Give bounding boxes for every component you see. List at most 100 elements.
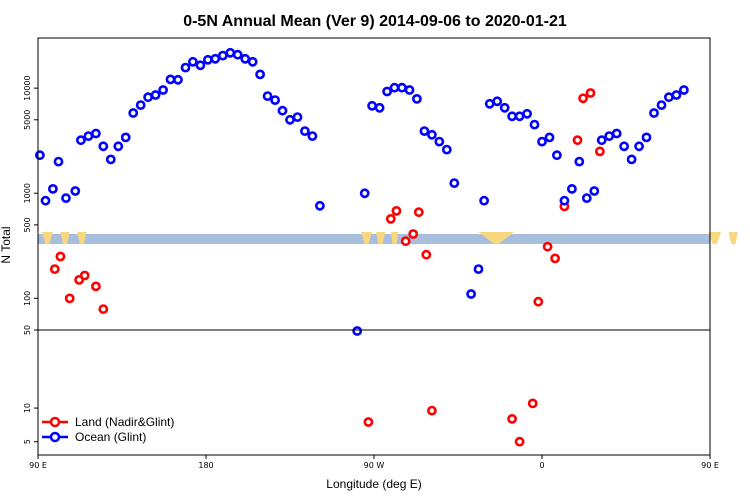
ocean-point-43 — [382, 86, 392, 97]
plot-frame — [37, 37, 711, 456]
ocean-point-47 — [411, 94, 422, 104]
ocean-point-44 — [389, 82, 400, 93]
ocean-point-50 — [434, 136, 445, 147]
ocean-point-11 — [113, 141, 124, 152]
ocean-point-7 — [83, 131, 94, 141]
ocean-point-49 — [426, 129, 437, 140]
ocean-point-71 — [596, 135, 607, 146]
ocean-point-77 — [641, 132, 652, 143]
legend-ocean-marker — [49, 431, 61, 443]
ocean-point-0 — [35, 150, 45, 161]
ocean-point-31 — [262, 91, 273, 101]
land-point-10 — [400, 236, 411, 247]
ocean-point-81 — [671, 90, 682, 100]
ocean-point-25 — [217, 50, 228, 61]
x-tick-label-4: 90 E — [701, 461, 719, 470]
x-tick-label-1: 180 — [198, 461, 213, 470]
y-tick-label-0-3: 1000 — [23, 183, 32, 203]
ocean-point-35 — [292, 112, 303, 122]
x-axis-label: Longitude (deg E) — [326, 477, 421, 491]
series-ocean — [35, 47, 689, 336]
ocean-point-42 — [374, 102, 385, 113]
land-point-11 — [408, 229, 419, 239]
land-point-1 — [55, 251, 66, 262]
map-land-6 — [478, 232, 514, 244]
ocean-point-68 — [574, 156, 585, 167]
ocean-point-56 — [484, 98, 495, 109]
ocean-point-19 — [173, 74, 183, 85]
land-point-7 — [363, 417, 374, 427]
ocean-point-2 — [48, 183, 58, 194]
land-point-13 — [421, 249, 432, 260]
chart-title: 0-5N Annual Mean (Ver 9) 2014-09-06 to 2… — [183, 13, 567, 30]
ocean-point-82 — [679, 85, 689, 95]
ocean-point-62 — [529, 119, 540, 130]
ocean-point-69 — [581, 193, 592, 203]
ocean-point-45 — [397, 82, 407, 93]
ocean-point-30 — [255, 69, 265, 80]
x-tick-label-3: 0 — [539, 461, 544, 470]
ocean-point-3 — [53, 156, 64, 167]
ocean-point-66 — [559, 195, 570, 206]
land-point-24 — [585, 88, 596, 98]
land-point-19 — [542, 241, 553, 252]
y-tick-label-1-1: 10 — [23, 403, 32, 413]
ocean-point-18 — [165, 74, 176, 85]
ocean-point-57 — [492, 96, 503, 107]
land-point-2 — [64, 293, 75, 304]
land-point-8 — [385, 213, 396, 224]
ocean-point-37 — [307, 131, 318, 141]
ocean-point-24 — [210, 53, 221, 64]
ocean-point-5 — [70, 186, 81, 196]
y-tick-label-0-1: 100 — [23, 291, 32, 306]
ocean-point-75 — [626, 154, 637, 165]
legend-land-marker — [49, 416, 61, 428]
x-tick-label-2: 90 W — [364, 461, 385, 470]
ocean-point-41 — [367, 100, 377, 111]
ocean-point-58 — [499, 102, 510, 113]
land-point-17 — [527, 398, 538, 409]
ocean-point-29 — [247, 56, 258, 67]
ocean-point-48 — [419, 126, 430, 137]
legend-ocean-label: Ocean (Glint) — [75, 430, 146, 444]
land-point-14 — [426, 405, 437, 416]
ocean-point-32 — [270, 95, 280, 105]
land-point-20 — [550, 253, 560, 264]
ocean-point-63 — [537, 136, 547, 147]
series-land — [49, 88, 605, 447]
ocean-point-16 — [150, 90, 161, 100]
map-land-5 — [390, 232, 399, 244]
ocean-point-14 — [135, 100, 146, 110]
ocean-point-73 — [611, 128, 622, 139]
ocean-point-4 — [61, 193, 71, 203]
land-point-22 — [572, 135, 583, 146]
ocean-point-60 — [514, 111, 525, 122]
ocean-point-52 — [449, 178, 460, 188]
ocean-point-8 — [91, 128, 101, 139]
ocean-point-79 — [656, 100, 667, 110]
ocean-point-26 — [225, 47, 236, 58]
ocean-point-59 — [507, 111, 517, 122]
ocean-point-72 — [604, 131, 615, 141]
y-tick-label-1-0: 5 — [23, 439, 32, 444]
ocean-point-55 — [479, 195, 489, 206]
ocean-point-64 — [544, 132, 555, 143]
legend-land-label: Land (Nadir&Glint) — [75, 415, 174, 429]
land-point-9 — [391, 205, 402, 216]
ocean-point-39 — [352, 326, 363, 336]
ocean-point-21 — [187, 56, 198, 67]
ocean-point-27 — [232, 49, 243, 60]
legend: Land (Nadir&Glint) Ocean (Glint) — [42, 415, 174, 444]
y-tick-label-0-5: 10000 — [23, 75, 32, 100]
map-land-2 — [77, 232, 87, 244]
y-axis-label: N Total — [0, 226, 13, 263]
ocean-point-61 — [522, 108, 532, 119]
map-land-4 — [375, 232, 386, 244]
map-land-8 — [728, 232, 738, 244]
ocean-point-38 — [314, 200, 325, 211]
y-tick-label-1-2: 50 — [23, 325, 32, 335]
ocean-point-10 — [105, 154, 116, 165]
land-point-4 — [79, 270, 90, 281]
ocean-point-80 — [664, 92, 674, 103]
